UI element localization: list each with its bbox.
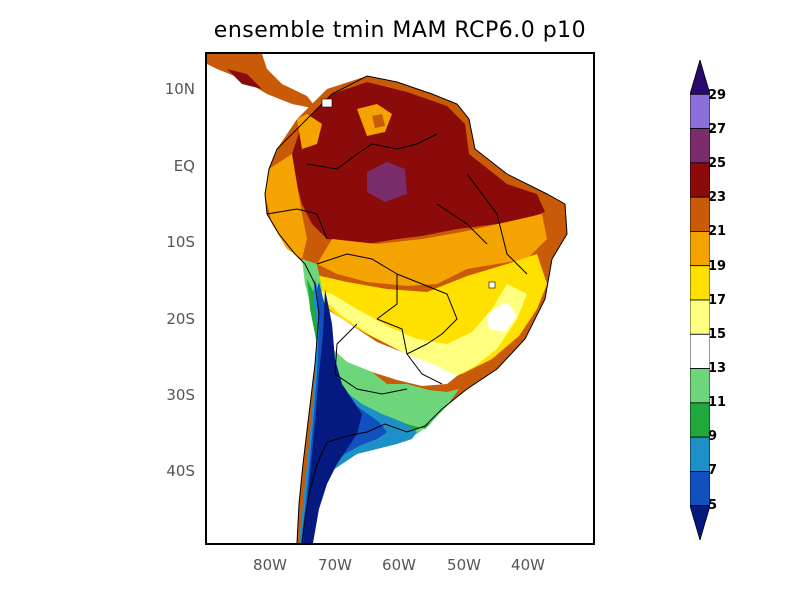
colorbar-label: 25: [708, 156, 727, 171]
colorbar-label: 19: [708, 259, 727, 274]
colorbar-segment: [690, 60, 710, 95]
map-frame: [205, 52, 595, 545]
lat-tick-label: 10N: [164, 80, 195, 98]
colorbar-label: 13: [708, 361, 727, 376]
lat-tick-label: 20S: [166, 310, 195, 328]
colorbar-label: 11: [708, 395, 727, 410]
lon-tick-label: 80W: [253, 556, 287, 574]
lat-tick-label: 10S: [166, 233, 195, 251]
colorbar-segment: [690, 128, 710, 164]
lat-tick-label: EQ: [173, 157, 195, 175]
colorbar-segment: [690, 333, 710, 369]
colorbar-segment: [690, 505, 710, 540]
colorbar-segment: [690, 196, 710, 232]
colorbar: [690, 60, 710, 540]
lon-tick-label: 70W: [318, 556, 352, 574]
colorbar-segment: [690, 265, 710, 301]
colorbar-label: 17: [708, 293, 727, 308]
colorbar-label: 15: [708, 327, 727, 342]
colorbar-segment: [690, 299, 710, 335]
colorbar-segment: [690, 368, 710, 404]
temperature-map: [207, 54, 568, 543]
colorbar-label: 5: [708, 498, 718, 513]
colorbar-label: 23: [708, 190, 727, 205]
lon-tick-label: 50W: [447, 556, 481, 574]
colorbar-label: 29: [708, 88, 727, 103]
lon-tick-label: 60W: [382, 556, 416, 574]
colorbar-segment: [690, 162, 710, 198]
colorbar-segment: [690, 471, 710, 507]
colorbar-segment: [690, 93, 710, 129]
colorbar-label: 27: [708, 122, 727, 137]
lon-tick-label: 40W: [511, 556, 545, 574]
colorbar-segment: [690, 231, 710, 267]
colorbar-label: 21: [708, 224, 727, 239]
colorbar-label: 7: [708, 463, 718, 478]
colorbar-segment: [690, 436, 710, 472]
lat-tick-label: 40S: [166, 462, 195, 480]
colorbar-label: 9: [708, 429, 718, 444]
colorbar-segment: [690, 402, 710, 438]
map-title: ensemble tmin MAM RCP6.0 p10: [213, 18, 587, 43]
lat-tick-label: 30S: [166, 386, 195, 404]
